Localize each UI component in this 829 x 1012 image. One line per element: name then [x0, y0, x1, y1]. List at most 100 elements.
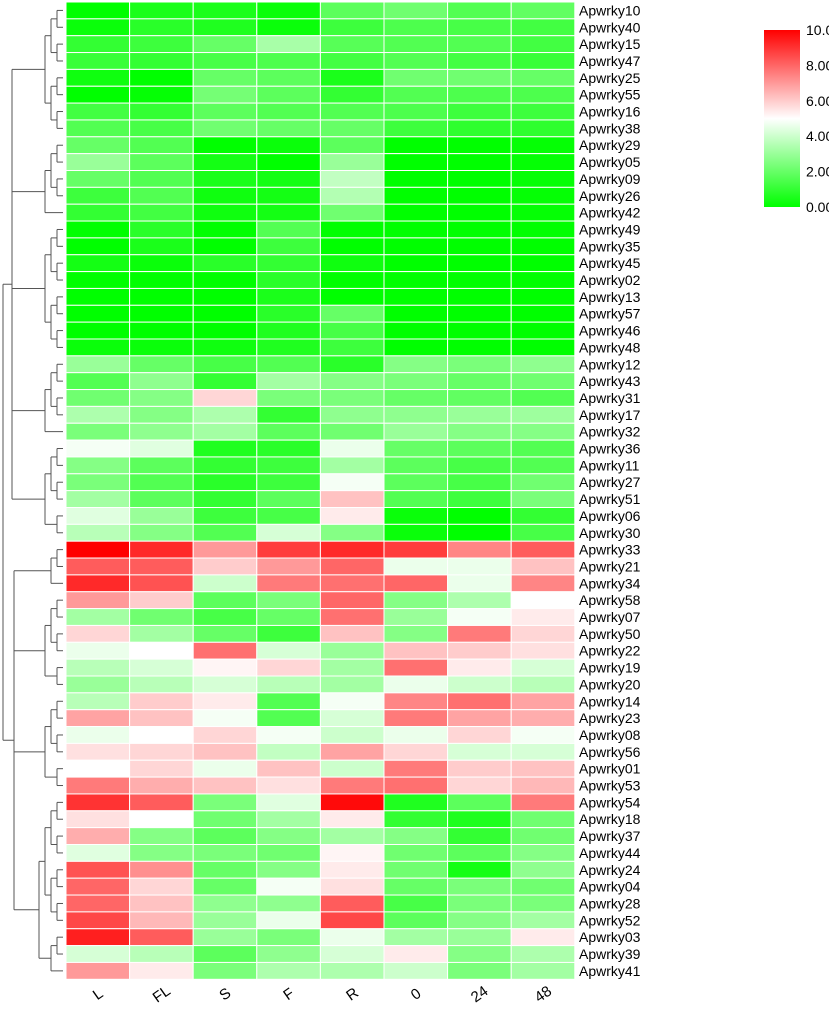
- heatmap-cell: [447, 709, 512, 728]
- heatmap-cell: [256, 742, 321, 761]
- heatmap-cell: [447, 624, 512, 643]
- column-label: FL: [150, 982, 174, 1006]
- heatmap-cell: [65, 641, 131, 660]
- heatmap-cell: [319, 85, 385, 104]
- heatmap-cell: [256, 473, 321, 492]
- row-label: Apwrky09: [579, 171, 641, 187]
- heatmap-cell: [65, 759, 131, 778]
- heatmap-cell: [510, 220, 576, 239]
- heatmap-cell: [447, 793, 512, 812]
- heatmap-cell: [192, 641, 258, 660]
- heatmap-cell: [319, 389, 385, 407]
- heatmap-cell: [319, 624, 385, 643]
- heatmap-cell: [447, 102, 512, 121]
- heatmap-cell: [447, 254, 512, 273]
- heatmap-cell: [319, 203, 385, 222]
- heatmap-cell: [447, 220, 512, 239]
- heatmap-cell: [65, 338, 131, 357]
- heatmap-cell: [192, 540, 258, 559]
- heatmap-cell: [129, 372, 194, 391]
- heatmap-cell: [129, 52, 194, 70]
- heatmap-cell: [65, 877, 131, 896]
- heatmap-cell: [383, 608, 449, 626]
- heatmap-cell: [192, 726, 258, 744]
- heatmap-cell: [383, 304, 449, 323]
- heatmap-cell: [383, 237, 449, 256]
- heatmap-cell: [510, 237, 576, 256]
- row-label: Apwrky53: [579, 778, 641, 794]
- heatmap-cell: [65, 844, 131, 862]
- heatmap-cell: [447, 372, 512, 391]
- row-label: Apwrky54: [579, 794, 641, 810]
- heatmap-cell: [192, 692, 258, 711]
- heatmap-cell: [383, 827, 449, 846]
- heatmap-cell: [129, 557, 194, 576]
- row-label: Apwrky29: [579, 137, 641, 153]
- heatmap-cell: [256, 203, 321, 222]
- heatmap-cell: [383, 355, 449, 374]
- heatmap-cell: [319, 405, 385, 424]
- heatmap-cell: [319, 961, 385, 980]
- heatmap-cell: [319, 102, 385, 121]
- heatmap-cell: [447, 355, 512, 374]
- heatmap-cell: [129, 18, 194, 37]
- heatmap-cell: [256, 389, 321, 407]
- heatmap-cell: [192, 456, 258, 475]
- heatmap-cell: [65, 827, 131, 846]
- heatmap-cell: [510, 321, 576, 340]
- heatmap-cell: [129, 641, 194, 660]
- heatmap-cell: [383, 675, 449, 694]
- heatmap-cell: [192, 490, 258, 508]
- heatmap-cell: [447, 338, 512, 357]
- heatmap-cell: [65, 119, 131, 138]
- heatmap-cell: [510, 439, 576, 458]
- heatmap-cell: [192, 844, 258, 862]
- heatmap-cell: [129, 540, 194, 559]
- heatmap-cell: [256, 18, 321, 37]
- heatmap-cell: [383, 85, 449, 104]
- heatmap-cell: [447, 237, 512, 256]
- heatmap-cell: [447, 456, 512, 475]
- row-labels: Apwrky10Apwrky40Apwrky15Apwrky47Apwrky25…: [579, 2, 641, 978]
- heatmap-cell: [65, 574, 131, 593]
- heatmap-cell: [319, 304, 385, 323]
- heatmap-cell: [129, 911, 194, 930]
- heatmap-cell: [383, 18, 449, 37]
- heatmap-cell: [256, 405, 321, 424]
- heatmap-cell: [129, 844, 194, 862]
- heatmap-cell: [319, 776, 385, 795]
- heatmap-cell: [319, 220, 385, 239]
- heatmap-cell: [447, 540, 512, 559]
- heatmap-cell: [383, 692, 449, 711]
- heatmap-cell: [65, 911, 131, 930]
- heatmap-cell: [129, 624, 194, 643]
- heatmap-cell: [192, 742, 258, 761]
- heatmap-cell: [129, 490, 194, 508]
- heatmap-cell: [256, 591, 321, 610]
- heatmap-cell: [65, 523, 131, 542]
- heatmap-cell: [129, 338, 194, 357]
- heatmap-cell: [319, 170, 385, 188]
- heatmap-cell: [447, 641, 512, 660]
- heatmap-cell: [447, 557, 512, 576]
- heatmap-cell: [510, 709, 576, 728]
- heatmap-cell: [192, 894, 258, 913]
- heatmap-cell: [129, 405, 194, 424]
- heatmap-cell: [510, 591, 576, 610]
- heatmap-cell: [129, 759, 194, 778]
- heatmap-cell: [256, 1, 321, 20]
- heatmap-cell: [192, 574, 258, 593]
- heatmap-cell: [383, 591, 449, 610]
- heatmap-cell: [65, 810, 131, 829]
- heatmap-cell: [129, 102, 194, 121]
- heatmap-cell: [447, 827, 512, 846]
- heatmap-cell: [129, 439, 194, 458]
- heatmap-cell: [192, 793, 258, 812]
- heatmap-cell: [319, 35, 385, 54]
- heatmap-cell: [256, 254, 321, 273]
- heatmap-cell: [510, 675, 576, 694]
- heatmap-cell: [192, 338, 258, 357]
- row-label: Apwrky33: [579, 542, 641, 558]
- heatmap-cell: [447, 68, 512, 87]
- heatmap-cell: [319, 709, 385, 728]
